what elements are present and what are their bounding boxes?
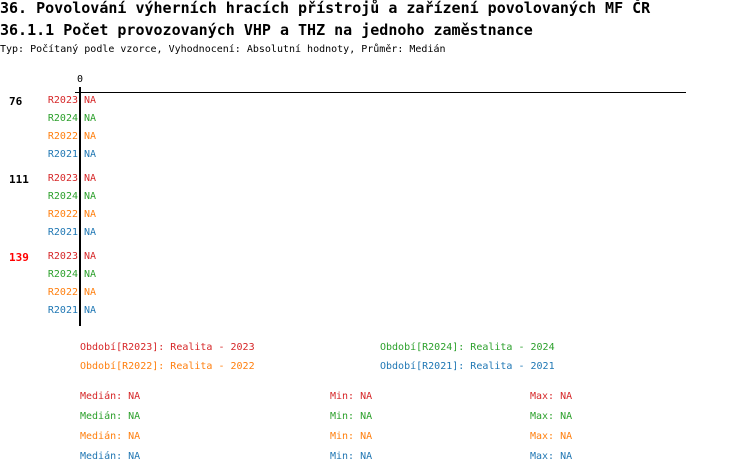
stat-min: Min: NA bbox=[330, 431, 373, 442]
data-label: NA bbox=[84, 131, 97, 142]
stat-min: Min: NA bbox=[330, 411, 373, 422]
x-axis-tick: 0 bbox=[77, 74, 84, 85]
legend-item: Období[R2023]: Realita - 2023 bbox=[80, 342, 255, 353]
series-label: R2024 bbox=[47, 191, 78, 202]
stat-max: Max: NA bbox=[530, 431, 573, 442]
data-label: NA bbox=[84, 209, 97, 220]
data-label: NA bbox=[84, 173, 97, 184]
series-label: R2023 bbox=[47, 251, 78, 262]
group-label: 111 bbox=[9, 173, 29, 186]
series-label: R2022 bbox=[47, 131, 78, 142]
stat-min: Min: NA bbox=[330, 391, 373, 402]
stat-max: Max: NA bbox=[530, 451, 573, 462]
series-label: R2022 bbox=[47, 287, 78, 298]
stat-median: Medián: NA bbox=[80, 411, 141, 422]
stat-median: Medián: NA bbox=[80, 431, 141, 442]
x-axis-line bbox=[75, 92, 686, 93]
legend-item: Období[R2022]: Realita - 2022 bbox=[80, 361, 255, 372]
stat-max: Max: NA bbox=[530, 411, 573, 422]
series-label: R2021 bbox=[47, 227, 78, 238]
data-label: NA bbox=[84, 95, 97, 106]
chart-subtitle: 36.1.1 Počet provozovaných VHP a THZ na … bbox=[0, 21, 533, 39]
series-label: R2024 bbox=[47, 269, 78, 280]
group-label: 139 bbox=[9, 251, 29, 264]
stat-min: Min: NA bbox=[330, 451, 373, 462]
stat-median: Medián: NA bbox=[80, 391, 141, 402]
series-label: R2021 bbox=[47, 305, 78, 316]
data-label: NA bbox=[84, 305, 97, 316]
series-label: R2022 bbox=[47, 209, 78, 220]
data-label: NA bbox=[84, 287, 97, 298]
legend-item: Období[R2024]: Realita - 2024 bbox=[380, 342, 555, 353]
series-label: R2023 bbox=[47, 95, 78, 106]
page-title: 36. Povolování výherních hracích přístro… bbox=[0, 0, 651, 17]
series-label: R2023 bbox=[47, 173, 78, 184]
stat-median: Medián: NA bbox=[80, 451, 141, 462]
series-label: R2024 bbox=[47, 113, 78, 124]
stat-max: Max: NA bbox=[530, 391, 573, 402]
data-label: NA bbox=[84, 251, 97, 262]
data-label: NA bbox=[84, 227, 97, 238]
legend-item: Období[R2021]: Realita - 2021 bbox=[380, 361, 555, 372]
group-label: 76 bbox=[9, 95, 23, 108]
data-label: NA bbox=[84, 113, 97, 124]
data-label: NA bbox=[84, 191, 97, 202]
chart-info: Typ: Počítaný podle vzorce, Vyhodnocení:… bbox=[0, 44, 446, 55]
series-label: R2021 bbox=[47, 149, 78, 160]
y-axis-line bbox=[79, 87, 81, 326]
data-label: NA bbox=[84, 269, 97, 280]
data-label: NA bbox=[84, 149, 97, 160]
